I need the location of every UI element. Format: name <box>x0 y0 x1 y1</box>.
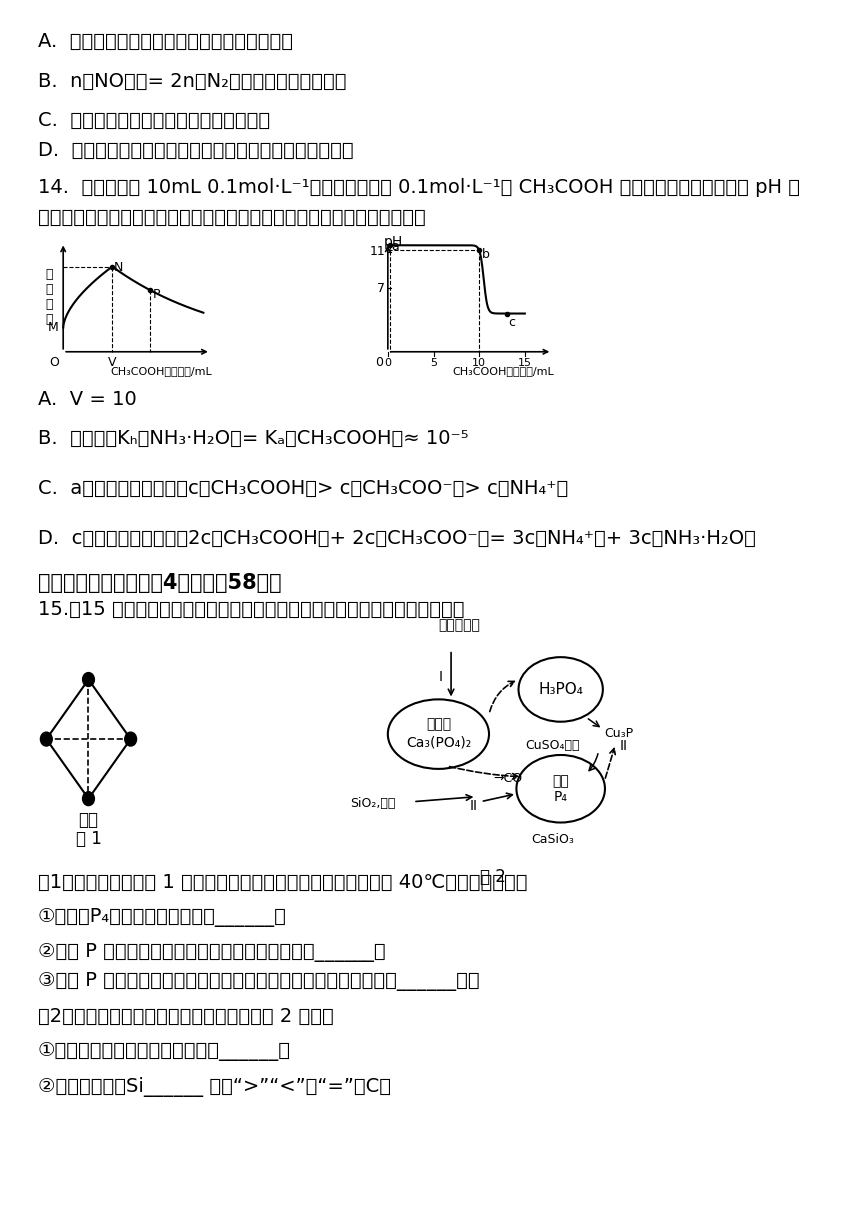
Text: D.  c点溶液中存在关系：2c（CH₃COOH）+ 2c（CH₃COO⁻）= 3c（NH₄⁺）+ 3c（NH₃·H₂O）: D. c点溶液中存在关系：2c（CH₃COOH）+ 2c（CH₃COO⁻）= 3… <box>38 529 756 547</box>
Text: 0: 0 <box>376 356 384 368</box>
Text: 11: 11 <box>370 246 385 258</box>
Text: C.  a点溶液中存在关系：c（CH₃COOH）> c（CH₃COO⁻）> c（NH₄⁺）: C. a点溶液中存在关系：c（CH₃COOH）> c（CH₃COO⁻）> c（N… <box>38 479 568 497</box>
Text: 14.  常温下，向 10mL 0.1mol·L⁻¹氨水中逐滴加入 0.1mol·L⁻¹的 CH₃COOH 溶液，溶液的导电能力和 pH 变: 14. 常温下，向 10mL 0.1mol·L⁻¹氨水中逐滴加入 0.1mol·… <box>38 178 800 197</box>
Text: b: b <box>482 248 489 261</box>
Text: I: I <box>439 670 442 683</box>
Text: O: O <box>49 356 59 368</box>
Text: CuSO₄溶液: CuSO₄溶液 <box>525 739 580 751</box>
Text: A.  V = 10: A. V = 10 <box>38 389 137 409</box>
Text: （2）磷及其部分重要化合物的相互转化如图 2 所示。: （2）磷及其部分重要化合物的相互转化如图 2 所示。 <box>38 1007 334 1026</box>
Text: 导
电
能
力: 导 电 能 力 <box>46 269 53 326</box>
Text: P: P <box>153 288 161 302</box>
Text: 图 1: 图 1 <box>76 831 101 849</box>
Text: II: II <box>470 799 477 812</box>
Text: M: M <box>48 321 59 334</box>
Text: 白磷: 白磷 <box>78 811 99 828</box>
Text: 15: 15 <box>518 358 531 367</box>
Text: 7: 7 <box>378 282 385 294</box>
Text: 图 2: 图 2 <box>480 868 507 886</box>
Circle shape <box>83 792 95 806</box>
Text: B.  n（NO））= 2n（N₂）时达到化学平衡状态: B. n（NO））= 2n（N₂）时达到化学平衡状态 <box>38 72 347 91</box>
Text: 15.（15 分）磷及其化合物在生产、生活中具有广泛的用途，回答下列问题：: 15.（15 分）磷及其化合物在生产、生活中具有广泛的用途，回答下列问题： <box>38 599 464 619</box>
Text: D.  保持其他条件不变，仅充入氯气．两反应平衡均不移动: D. 保持其他条件不变，仅充入氯气．两反应平衡均不移动 <box>38 141 353 161</box>
Text: P₄: P₄ <box>554 789 568 804</box>
Text: →CO: →CO <box>494 772 522 784</box>
Text: 化如图所示（忽略反应过程中溶液温度变化），下列说法错误的是（　　）: 化如图所示（忽略反应过程中溶液温度变化），下列说法错误的是（ ） <box>38 208 426 226</box>
Text: Cu₃P: Cu₃P <box>605 727 634 741</box>
Text: （1）白磷（结构如图 1 所示）在潮湿的空气中发生缓慢氧化，在 40℃左右即可自燃。: （1）白磷（结构如图 1 所示）在潮湿的空气中发生缓慢氧化，在 40℃左右即可自… <box>38 873 527 893</box>
Text: A.  平衡后加入催化剂，两反应平衡均正向移动: A. 平衡后加入催化剂，两反应平衡均正向移动 <box>38 32 293 51</box>
Text: 二、非选择题：本题共4小题，入58分。: 二、非选择题：本题共4小题，入58分。 <box>38 573 281 593</box>
Text: ③基态 P 原子中能量最高的电子所占据原子轨道的电子云轮廓图为______形。: ③基态 P 原子中能量最高的电子所占据原子轨道的电子云轮廓图为______形。 <box>38 973 480 991</box>
Text: ①基态钙原子的简化电子排布式为______。: ①基态钙原子的简化电子排布式为______。 <box>38 1042 291 1062</box>
Text: SiO₂,焦炭: SiO₂,焦炭 <box>350 796 396 810</box>
Text: ②基态 P 原子中成对电子数与未成对电子数之比为______。: ②基态 P 原子中成对电子数与未成对电子数之比为______。 <box>38 942 385 962</box>
Text: CaSiO₃: CaSiO₃ <box>531 833 574 846</box>
Text: 0: 0 <box>384 358 391 367</box>
Text: Ca₃(PO₄)₂: Ca₃(PO₄)₂ <box>406 736 471 749</box>
Text: 磷灰石: 磷灰石 <box>426 717 451 731</box>
Circle shape <box>125 732 137 747</box>
Circle shape <box>40 732 52 747</box>
Text: c: c <box>508 315 515 328</box>
Text: B.  常温下，Kₕ（NH₃·H₂O）= Kₐ（CH₃COOH）≈ 10⁻⁵: B. 常温下，Kₕ（NH₃·H₂O）= Kₐ（CH₃COOH）≈ 10⁻⁵ <box>38 429 469 449</box>
Text: ①白磷（P₄）的相对分子质量为______。: ①白磷（P₄）的相对分子质量为______。 <box>38 908 286 927</box>
Text: CH₃COOH溶液体积/mL: CH₃COOH溶液体积/mL <box>452 366 554 376</box>
Text: a: a <box>391 241 399 253</box>
Text: pH: pH <box>384 235 402 248</box>
Text: 5: 5 <box>430 358 437 367</box>
Text: H₃PO₄: H₃PO₄ <box>538 682 583 697</box>
Text: C.  混合气体密度不变时达到化学平衡状态: C. 混合气体密度不变时达到化学平衡状态 <box>38 112 270 130</box>
Text: 澄清石灰水: 澄清石灰水 <box>439 618 481 632</box>
Circle shape <box>83 672 95 687</box>
Text: CH₃COOH溶液体积/mL: CH₃COOH溶液体积/mL <box>111 366 212 376</box>
Text: ②第一电离能：Si______ （填“>”“<”或“=”）C。: ②第一电离能：Si______ （填“>”“<”或“=”）C。 <box>38 1076 391 1097</box>
Text: 10: 10 <box>472 358 486 367</box>
Text: V: V <box>108 356 116 368</box>
Text: N: N <box>114 260 124 274</box>
Text: II: II <box>620 739 628 753</box>
Text: 白磷: 白磷 <box>552 773 569 788</box>
